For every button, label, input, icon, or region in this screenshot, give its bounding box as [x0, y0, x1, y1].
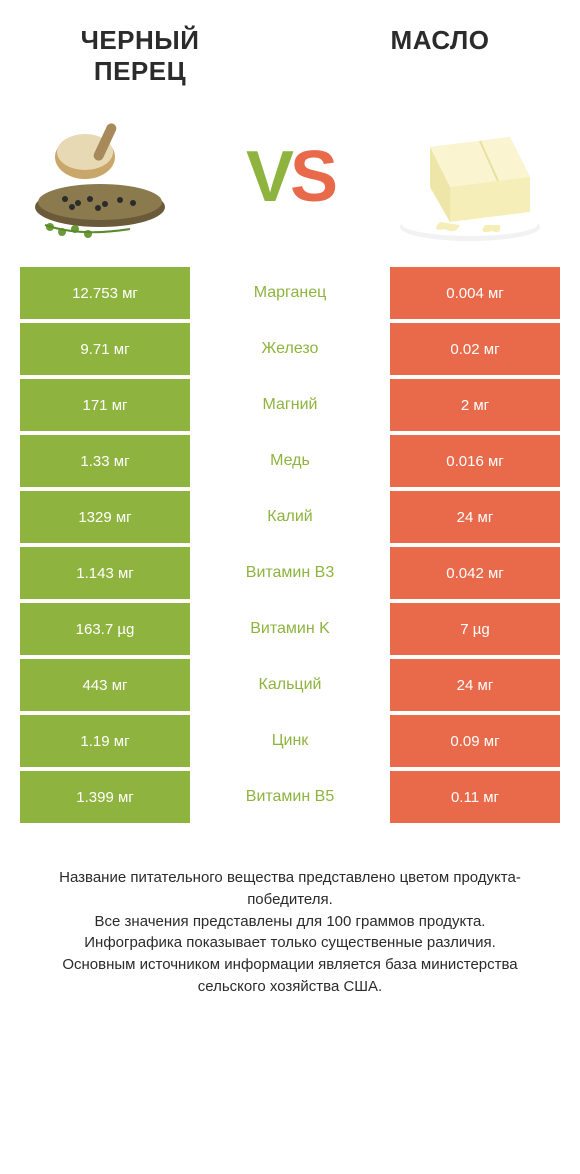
- right-value-cell: 2 мг: [390, 379, 560, 431]
- right-value-cell: 0.016 мг: [390, 435, 560, 487]
- left-value-cell: 443 мг: [20, 659, 190, 711]
- table-row: 1.399 мгВитамин B50.11 мг: [20, 771, 560, 823]
- table-row: 1329 мгКалий24 мг: [20, 491, 560, 543]
- left-value-cell: 1.33 мг: [20, 435, 190, 487]
- footer-line: Все значения представлены для 100 граммо…: [30, 911, 550, 933]
- nutrient-name-cell: Марганец: [190, 267, 390, 319]
- left-value-cell: 171 мг: [20, 379, 190, 431]
- right-value-cell: 0.004 мг: [390, 267, 560, 319]
- nutrient-name-cell: Калий: [190, 491, 390, 543]
- table-row: 1.143 мгВитамин B30.042 мг: [20, 547, 560, 599]
- header: ЧЕРНЫЙ ПЕРЕЦ МАСЛО: [0, 0, 580, 97]
- left-value-cell: 1.19 мг: [20, 715, 190, 767]
- table-row: 12.753 мгМарганец0.004 мг: [20, 267, 560, 319]
- nutrient-name-cell: Витамин B3: [190, 547, 390, 599]
- pepper-image: [30, 107, 190, 247]
- right-value-cell: 0.09 мг: [390, 715, 560, 767]
- left-value-cell: 1.399 мг: [20, 771, 190, 823]
- nutrient-name-cell: Цинк: [190, 715, 390, 767]
- butter-icon: [390, 107, 550, 247]
- nutrient-table: 12.753 мгМарганец0.004 мг9.71 мгЖелезо0.…: [0, 267, 580, 823]
- table-row: 1.19 мгЦинк0.09 мг: [20, 715, 560, 767]
- nutrient-name-cell: Магний: [190, 379, 390, 431]
- footer-line: Инфографика показывает только существенн…: [30, 932, 550, 954]
- right-value-cell: 7 µg: [390, 603, 560, 655]
- right-value-cell: 24 мг: [390, 491, 560, 543]
- footer-notes: Название питательного вещества представл…: [0, 827, 580, 998]
- left-value-cell: 12.753 мг: [20, 267, 190, 319]
- right-value-cell: 24 мг: [390, 659, 560, 711]
- right-value-cell: 0.11 мг: [390, 771, 560, 823]
- pepper-icon: [30, 107, 190, 247]
- left-value-cell: 1329 мг: [20, 491, 190, 543]
- left-value-cell: 9.71 мг: [20, 323, 190, 375]
- product-left-title: ЧЕРНЫЙ ПЕРЕЦ: [40, 25, 240, 87]
- left-value-cell: 1.143 мг: [20, 547, 190, 599]
- nutrient-name-cell: Витамин K: [190, 603, 390, 655]
- nutrient-name-cell: Железо: [190, 323, 390, 375]
- vs-v: V: [246, 137, 290, 217]
- table-row: 171 мгМагний2 мг: [20, 379, 560, 431]
- table-row: 163.7 µgВитамин K7 µg: [20, 603, 560, 655]
- left-value-cell: 163.7 µg: [20, 603, 190, 655]
- product-right-title: МАСЛО: [340, 25, 540, 56]
- nutrient-name-cell: Витамин B5: [190, 771, 390, 823]
- table-row: 1.33 мгМедь0.016 мг: [20, 435, 560, 487]
- footer-line: Основным источником информации является …: [30, 954, 550, 998]
- butter-image: [390, 107, 550, 247]
- hero-row: VS: [0, 97, 580, 267]
- nutrient-name-cell: Кальций: [190, 659, 390, 711]
- table-row: 443 мгКальций24 мг: [20, 659, 560, 711]
- vs-s: S: [290, 137, 334, 217]
- right-value-cell: 0.02 мг: [390, 323, 560, 375]
- footer-line: Название питательного вещества представл…: [30, 867, 550, 911]
- right-value-cell: 0.042 мг: [390, 547, 560, 599]
- vs-label: VS: [246, 136, 334, 218]
- nutrient-name-cell: Медь: [190, 435, 390, 487]
- table-row: 9.71 мгЖелезо0.02 мг: [20, 323, 560, 375]
